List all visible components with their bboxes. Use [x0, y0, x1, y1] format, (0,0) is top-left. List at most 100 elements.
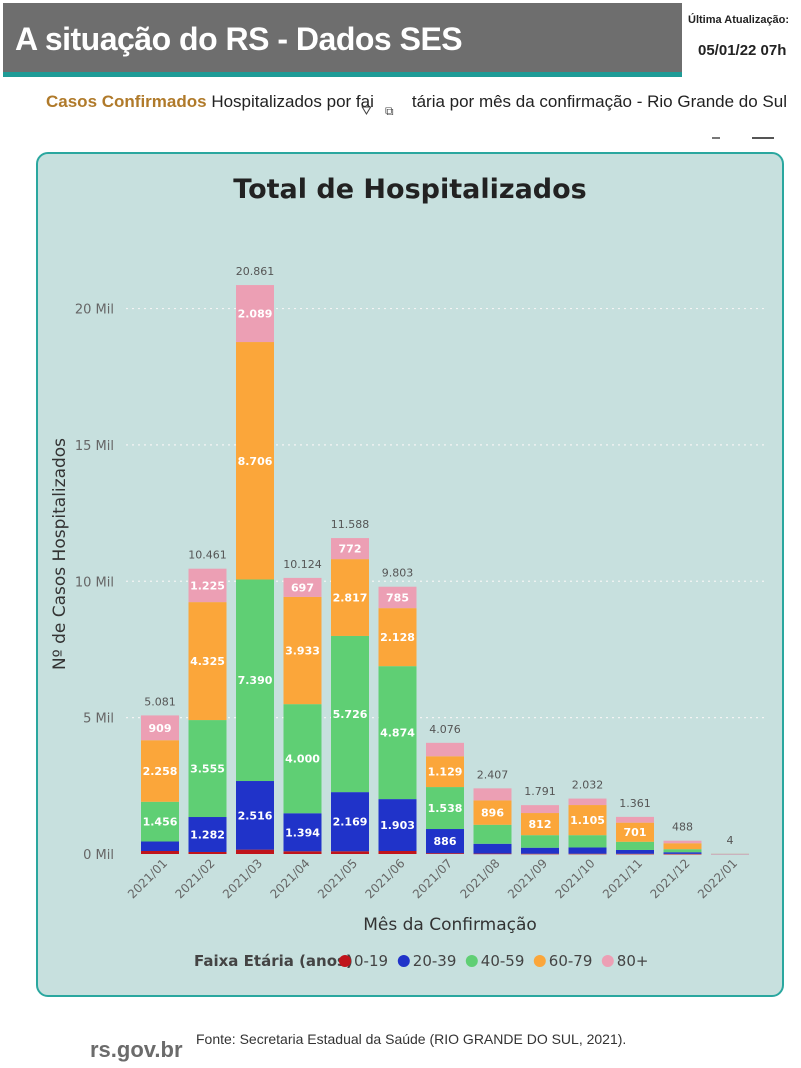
bar-segment-60-79 — [378, 608, 417, 667]
bar-segment-40-59 — [616, 841, 654, 850]
bar-segment-0-19 — [331, 851, 369, 854]
legend-marker-0-19 — [339, 955, 351, 967]
total-data-label: 2.032 — [572, 779, 604, 792]
subtitle-lead: Casos Confirmados — [46, 92, 207, 111]
legend-marker-80+ — [601, 955, 614, 967]
x-tick-label: 2021/09 — [505, 856, 550, 901]
x-tick-label: 2021/02 — [172, 856, 217, 901]
total-data-label: 10.124 — [283, 558, 322, 571]
bar-segment-40-59 — [236, 579, 274, 782]
bar-segment-0-19 — [188, 851, 227, 854]
segment-data-label: 8.706 — [238, 455, 273, 468]
segment-data-label: 4.000 — [285, 753, 320, 766]
legend-title: Faixa Etária (anos) — [194, 952, 353, 970]
segment-data-label: 1.105 — [570, 814, 605, 827]
segment-data-label: 3.933 — [285, 645, 320, 658]
bar-segment-60-79 — [616, 822, 654, 842]
total-data-label: 9.803 — [382, 567, 414, 580]
bar-segment-20-39 — [236, 781, 274, 850]
segment-data-label: 1.456 — [143, 816, 178, 829]
subtitle-text-a: Hospitalizados por fai — [211, 92, 374, 111]
bar-segment-20-39 — [663, 852, 702, 854]
bar-segment-60-79 — [521, 813, 559, 836]
segment-data-label: 7.390 — [238, 674, 273, 687]
segment-data-label: 5.726 — [333, 708, 368, 721]
legend-marker-60-79 — [533, 955, 546, 967]
bar-segment-0-19 — [283, 851, 322, 854]
y-tick-label: 5 Mil — [83, 712, 114, 727]
bar-segment-60-79 — [568, 805, 607, 836]
subtitle-text-b: tária por mês da confirmação - Rio Grand… — [411, 92, 787, 111]
bar-segment-0-19 — [568, 853, 607, 855]
bar-segment-60-79 — [283, 596, 322, 705]
x-tick-label: 2021/06 — [362, 856, 407, 901]
x-tick-label: 2021/10 — [552, 856, 597, 901]
bar-segment-20-39 — [616, 849, 654, 854]
bar-segment-40-59 — [378, 666, 417, 800]
segment-data-label: 886 — [434, 835, 457, 848]
segment-data-label: 909 — [149, 722, 172, 735]
bar-segment-80+ — [283, 577, 322, 597]
legend-entry-40-59: 40-59 — [481, 952, 525, 970]
chart-subtitle: Casos Confirmados Hospitalizados por fai… — [46, 92, 787, 112]
bar-segment-60-79 — [188, 602, 227, 721]
bar-segment-60-79 — [141, 740, 179, 802]
bar-segment-0-19 — [236, 849, 274, 854]
bar-segment-0-19 — [616, 853, 654, 855]
last-update-label: Última Atualização: — [688, 14, 790, 26]
x-tick-label: 2021/11 — [600, 856, 645, 901]
bar-segment-80+ — [711, 853, 749, 855]
total-data-label: 488 — [672, 821, 693, 834]
footer-logo: rs.gov.br — [90, 1037, 183, 1062]
total-data-label: 10.461 — [188, 549, 227, 562]
x-tick-label: 2022/01 — [695, 856, 740, 901]
minimize-mark[interactable] — [712, 137, 720, 139]
bar-segment-0-19 — [141, 851, 179, 854]
bar-segment-60-79 — [473, 800, 512, 825]
total-data-label: 5.081 — [144, 695, 176, 708]
bar-segment-20-39 — [283, 813, 322, 852]
focus-mode-icon[interactable]: ⧉ — [385, 104, 394, 118]
x-tick-label: 2021/03 — [220, 856, 265, 901]
bar-segment-60-79 — [236, 342, 274, 580]
bar-segment-20-39 — [188, 817, 227, 852]
bar-segment-40-59 — [141, 801, 179, 842]
chart-panel: Total de Hospitalizados 0 Mil 5 Mil 10 Mil 1… — [36, 152, 784, 997]
bar-segment-80+ — [616, 816, 654, 823]
filter-icon[interactable]: ⛛ — [361, 103, 372, 118]
bar-segment-0-19 — [378, 851, 417, 854]
bar-segment-40-59 — [521, 835, 559, 848]
segment-data-label: 1.903 — [380, 819, 415, 832]
x-tick-label: 2021/08 — [457, 856, 502, 901]
legend-entry-0-19: 0-19 — [354, 952, 388, 970]
bar-segment-60-79 — [331, 559, 369, 636]
bar-segment-80+ — [331, 538, 369, 560]
segment-data-label: 2.089 — [238, 308, 273, 321]
segment-data-label: 2.169 — [333, 816, 368, 829]
x-tick-label: 2021/12 — [647, 856, 692, 901]
bar-segment-20-39 — [521, 847, 559, 854]
total-data-label: 20.861 — [236, 265, 275, 278]
segment-data-label: 785 — [386, 591, 409, 604]
bar-segment-0-19 — [426, 853, 464, 854]
hospitalized-chart: Total de Hospitalizados 0 Mil 5 Mil 10 Mil 1… — [50, 174, 768, 970]
segment-data-label: 896 — [481, 807, 504, 820]
bar-segment-40-59 — [426, 787, 464, 830]
bar-segment-20-39 — [331, 792, 369, 852]
bar-segment-40-59 — [331, 635, 369, 793]
segment-data-label: 1.538 — [428, 802, 463, 815]
segment-data-label: 1.129 — [428, 766, 463, 779]
bar-segment-80+ — [663, 840, 702, 844]
total-data-label: 11.588 — [331, 518, 370, 531]
bar-segment-20-39 — [568, 847, 607, 854]
segment-data-label: 3.555 — [190, 763, 225, 776]
bar-segment-20-39 — [141, 841, 179, 851]
bar-segment-40-59 — [188, 720, 227, 818]
legend-entry-80+: 80+ — [617, 952, 649, 970]
bar-segment-80+ — [188, 568, 227, 603]
bar-segment-20-39 — [426, 829, 464, 854]
y-tick-label: 10 Mil — [75, 575, 114, 590]
y-tick-label: 20 Mil — [75, 303, 114, 318]
more-options-mark[interactable] — [752, 137, 774, 139]
segment-data-label: 1.282 — [190, 829, 225, 842]
